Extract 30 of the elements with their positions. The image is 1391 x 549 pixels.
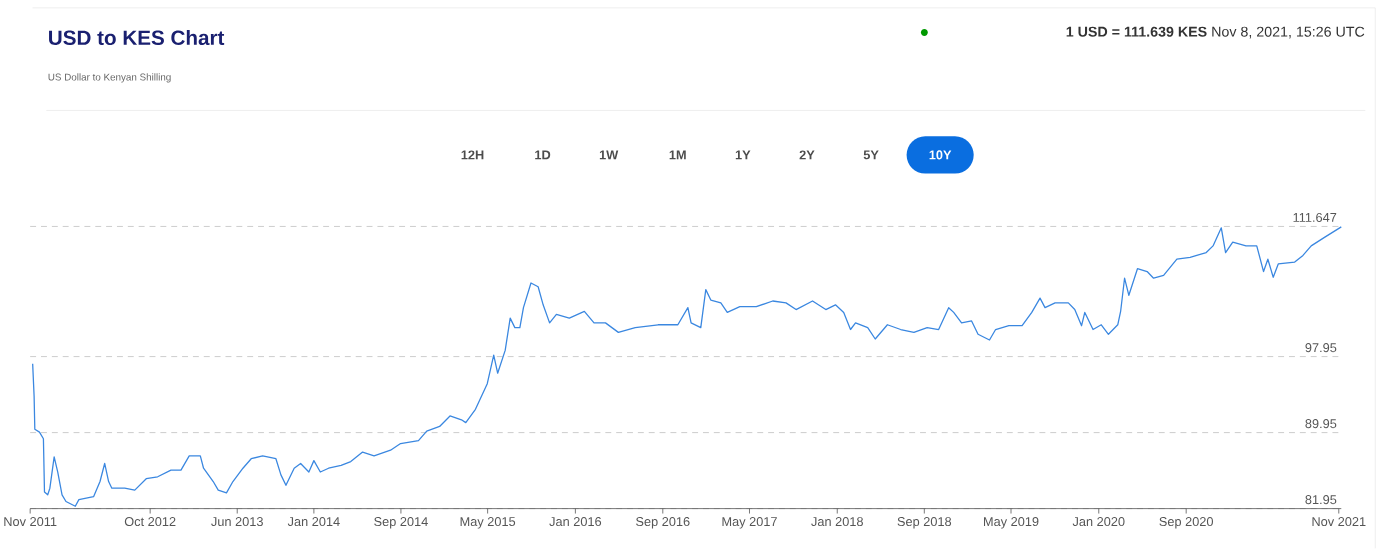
- y-tick-label: 89.95: [1305, 419, 1337, 429]
- text: 1W: [599, 150, 619, 160]
- text: 12H: [461, 150, 484, 160]
- text: 5Y: [863, 150, 879, 160]
- x-tick-label: Jan 2014: [287, 517, 340, 527]
- x-tick-label: May 2017: [722, 517, 777, 529]
- text: 1Y: [735, 150, 751, 160]
- x-tick-label: May 2019: [983, 517, 1039, 529]
- x-tick-label: Jan 2016: [549, 517, 602, 527]
- x-tick-label: Sep 2020: [1159, 517, 1214, 529]
- x-tick-label: Jan 2018: [811, 517, 863, 527]
- text: 10Y: [929, 150, 952, 160]
- x-tick-label: Oct 2012: [124, 517, 176, 527]
- x-tick-label: Jun 2013: [211, 517, 263, 527]
- x-tick-label: Nov 2011: [4, 517, 57, 527]
- text: 1 USD = 111.639 KES Nov 8, 2021, 15:26 UTC: [1066, 26, 1365, 39]
- chart-subtitle: US Dollar to Kenyan Shilling: [48, 73, 171, 83]
- text: 1M: [669, 150, 686, 160]
- x-tick-label: Sep 2016: [636, 517, 690, 529]
- y-tick-label: 111.647: [1293, 213, 1337, 223]
- y-tick-label: 81.95: [1305, 495, 1337, 505]
- x-tick-label: Jan 2020: [1072, 517, 1125, 527]
- chart-title: USD to KES Chart: [49, 30, 225, 46]
- x-tick-label: Nov 2021: [1312, 517, 1366, 527]
- x-tick-label: May 2015: [460, 517, 516, 529]
- x-tick-label: Sep 2014: [374, 517, 428, 529]
- text: 1D: [535, 150, 551, 160]
- text: 2Y: [799, 150, 815, 160]
- x-tick-label: Sep 2018: [897, 517, 952, 529]
- y-tick-label: 97.95: [1305, 343, 1337, 353]
